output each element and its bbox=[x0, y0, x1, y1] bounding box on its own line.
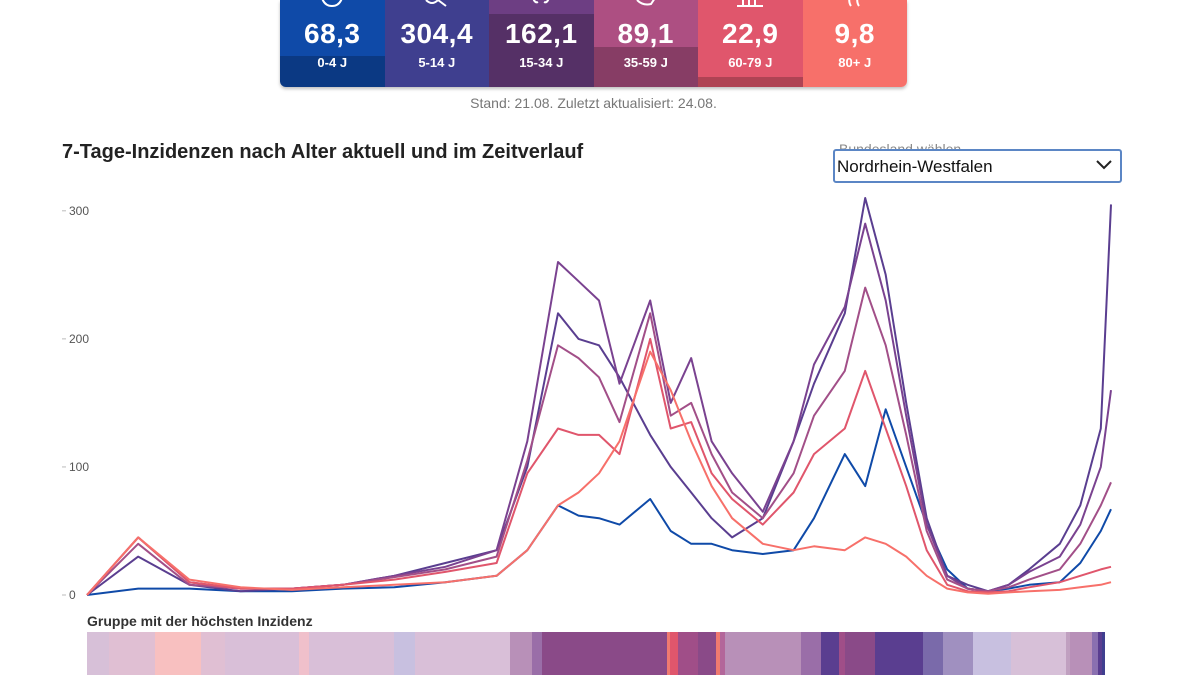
strip-segment bbox=[1066, 632, 1070, 675]
strip-segment bbox=[225, 632, 299, 675]
strip-segment bbox=[1098, 632, 1102, 675]
strip-segment bbox=[725, 632, 801, 675]
strip-segment bbox=[1011, 632, 1066, 675]
strip-segment bbox=[845, 632, 875, 675]
tile-value: 9,8 bbox=[834, 18, 875, 49]
strip-segment bbox=[109, 632, 155, 675]
tile-age: 0-4 J bbox=[317, 55, 348, 70]
strip-segment bbox=[510, 632, 532, 675]
senior-icon bbox=[737, 0, 764, 7]
series-line-35-59-j[interactable] bbox=[86, 286, 1112, 596]
strip-segment bbox=[670, 632, 678, 675]
tile-age: 5-14 J bbox=[418, 55, 456, 70]
state-select[interactable]: Bundesland wählen Nordrhein-Westfalen bbox=[829, 141, 1126, 185]
adult-icon bbox=[636, 0, 655, 6]
strip-segment bbox=[1092, 632, 1098, 675]
tile-age: 80+ J bbox=[838, 55, 872, 70]
child-icon bbox=[425, 0, 447, 7]
tile-35-59[interactable]: 89,1 35-59 J bbox=[593, 0, 698, 87]
strip-segment bbox=[698, 632, 716, 675]
series-line-60-79-j[interactable] bbox=[86, 337, 1112, 596]
tile-fill bbox=[280, 56, 385, 87]
strip-segment bbox=[201, 632, 225, 675]
strip-segment bbox=[923, 632, 943, 675]
highest-incidence-strip bbox=[87, 632, 1111, 675]
y-tick-label: 0 bbox=[69, 588, 76, 602]
strip-segment bbox=[839, 632, 845, 675]
strip-segment bbox=[309, 632, 394, 675]
strip-segment bbox=[821, 632, 839, 675]
tile-fill bbox=[489, 14, 594, 87]
strip-segment bbox=[87, 632, 109, 675]
tile-15-34[interactable]: 162,1 15-34 J bbox=[489, 0, 594, 87]
series-line-15-34-j[interactable] bbox=[86, 222, 1112, 596]
y-tick-label: 300 bbox=[69, 204, 89, 218]
strip-segment bbox=[720, 632, 725, 675]
series-line-80-j[interactable] bbox=[86, 350, 1112, 596]
tile-60-79[interactable]: 22,9 60-79 J bbox=[698, 0, 803, 87]
youth-icon bbox=[533, 0, 550, 4]
tile-value: 304,4 bbox=[400, 18, 474, 49]
baby-icon bbox=[321, 0, 343, 8]
strip-segment bbox=[299, 632, 309, 675]
state-select-value: Nordrhein-Westfalen bbox=[837, 157, 993, 176]
strip-segment bbox=[1070, 632, 1092, 675]
series-line-0-4-j[interactable] bbox=[86, 408, 1112, 596]
y-tick-label: 100 bbox=[69, 460, 89, 474]
state-select-box[interactable]: Nordrhein-Westfalen bbox=[833, 149, 1122, 183]
strip-segment bbox=[667, 632, 670, 675]
tile-age: 15-34 J bbox=[519, 55, 564, 70]
tile-fill bbox=[593, 47, 698, 87]
tile-age: 35-59 J bbox=[623, 55, 668, 70]
strip-segment bbox=[1102, 632, 1105, 675]
series-line-5-14-j[interactable] bbox=[86, 197, 1112, 596]
tile-value: 162,1 bbox=[504, 18, 578, 49]
strip-segment bbox=[542, 632, 667, 675]
tile-value: 68,3 bbox=[304, 18, 361, 49]
strip-segment bbox=[973, 632, 1011, 675]
tile-value: 89,1 bbox=[617, 18, 674, 49]
tile-fill bbox=[698, 77, 803, 87]
tile-0-4[interactable]: 68,3 0-4 J bbox=[280, 0, 385, 87]
strip-segment bbox=[532, 632, 542, 675]
strip-segment bbox=[716, 632, 720, 675]
update-timestamp: Stand: 21.08. Zuletzt aktualisiert: 24.0… bbox=[470, 95, 717, 111]
strip-segment bbox=[394, 632, 415, 675]
tile-80plus[interactable]: 9,8 80+ J bbox=[802, 0, 907, 87]
tile-value: 22,9 bbox=[722, 18, 779, 49]
strip-segment bbox=[678, 632, 698, 675]
incidence-line-chart: 0 100 200 300 bbox=[62, 197, 1112, 602]
strip-segment bbox=[415, 632, 510, 675]
strip-segment bbox=[801, 632, 821, 675]
strip-segment bbox=[943, 632, 973, 675]
chart-title: 7-Tage-Inzidenzen nach Alter aktuell und… bbox=[62, 141, 584, 163]
strip-label: Gruppe mit der höchsten Inzidenz bbox=[87, 613, 313, 629]
strip-segment bbox=[875, 632, 923, 675]
chevron-down-icon bbox=[1096, 160, 1112, 170]
tile-5-14[interactable]: 304,4 5-14 J bbox=[384, 0, 489, 87]
y-tick-label: 200 bbox=[69, 332, 89, 346]
age-tiles: 68,3 0-4 J 304,4 5-14 J 162,1 15-34 J 89… bbox=[280, 0, 907, 87]
elderly-icon bbox=[847, 0, 860, 7]
strip-segment bbox=[155, 632, 201, 675]
tile-age: 60-79 J bbox=[728, 55, 773, 70]
